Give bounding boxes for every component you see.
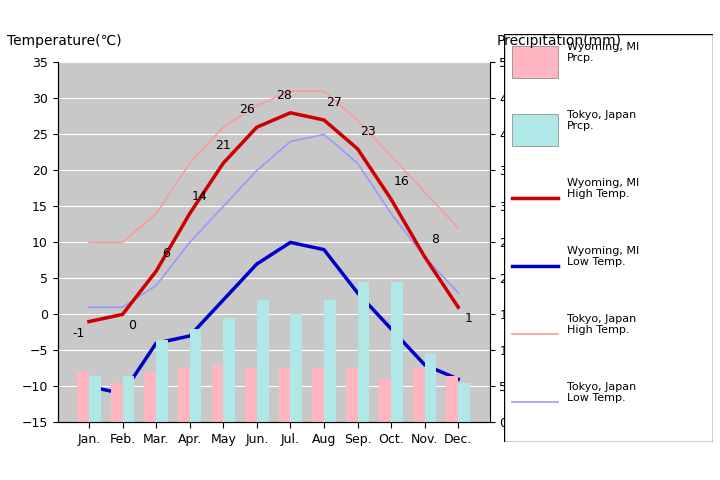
Bar [178,369,189,422]
Text: Wyoming, MI
Low Temp.: Wyoming, MI Low Temp. [567,246,639,267]
Bar [312,369,324,422]
FancyBboxPatch shape [513,46,558,79]
Bar [358,282,369,422]
Text: 28: 28 [276,89,292,102]
Bar [189,329,202,422]
Text: Tokyo, Japan
Prcp.: Tokyo, Japan Prcp. [567,110,636,132]
Bar [413,369,425,422]
Text: -1: -1 [73,326,85,340]
Bar [156,340,168,422]
Text: 0: 0 [129,319,137,332]
Text: Tokyo, Japan
High Temp.: Tokyo, Japan High Temp. [567,314,636,336]
Text: Temperature(℃): Temperature(℃) [7,34,122,48]
Bar [145,372,156,422]
Text: Tokyo, Japan
Low Temp.: Tokyo, Japan Low Temp. [567,382,636,403]
Text: 21: 21 [215,139,231,153]
Text: Wyoming, MI
High Temp.: Wyoming, MI High Temp. [567,178,639,199]
Text: Wyoming, MI
Prcp.: Wyoming, MI Prcp. [567,42,639,63]
Bar [77,372,89,422]
Text: 1: 1 [464,312,472,325]
Bar [324,300,336,422]
Bar [122,375,135,422]
Text: 6: 6 [162,247,170,260]
Bar [89,375,101,422]
Bar [279,369,290,422]
FancyBboxPatch shape [504,34,713,442]
Bar [223,318,235,422]
Text: 26: 26 [239,103,255,116]
Bar [111,383,122,422]
Text: Precipitation(mm): Precipitation(mm) [497,34,622,48]
Text: 16: 16 [393,175,409,188]
Bar [446,375,458,422]
Bar [391,282,402,422]
Bar [379,379,391,422]
Text: 14: 14 [192,190,207,203]
Text: 8: 8 [431,233,438,246]
Bar [212,365,223,422]
Text: 23: 23 [360,125,375,138]
Bar [458,383,470,422]
Bar [257,300,269,422]
Bar [290,314,302,422]
Text: 27: 27 [326,96,342,109]
Bar [425,354,436,422]
Bar [245,369,257,422]
Bar [346,369,358,422]
FancyBboxPatch shape [513,114,558,146]
